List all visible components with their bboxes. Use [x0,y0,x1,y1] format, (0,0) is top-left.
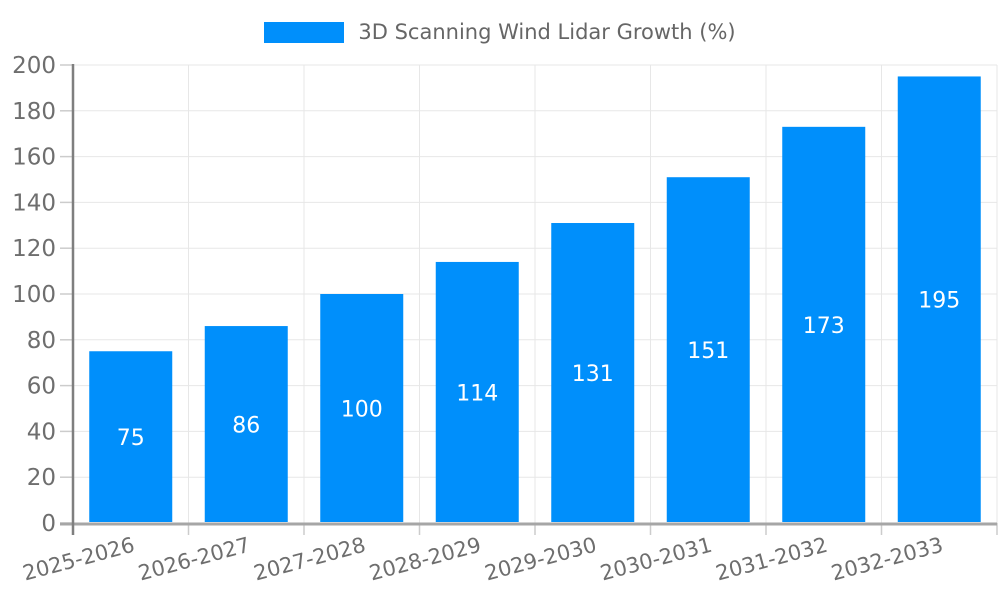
x-tick-label: 2032-2033 [829,533,946,586]
bar-value-label: 195 [918,289,960,314]
bar-2029-2030[interactable] [551,223,635,522]
x-tick-label: 2026-2027 [136,533,253,586]
x-tick-label: 2025-2026 [20,533,137,586]
x-tick-label: 2027-2028 [251,533,368,586]
y-tick-label: 140 [12,190,56,216]
bar-value-label: 114 [456,381,498,406]
bar-value-label: 75 [117,426,145,451]
bar-2026-2027[interactable] [204,326,288,522]
legend-swatch [264,21,345,43]
bar-2031-2032[interactable] [782,126,866,522]
bar-2032-2033[interactable] [897,76,981,522]
bar-value-label: 151 [687,339,729,364]
x-tick-label: 2029-2030 [482,533,599,586]
bar-value-label: 173 [803,314,845,339]
bar-2025-2026[interactable] [89,351,173,522]
y-tick-label: 200 [12,53,56,79]
y-tick-label: 20 [27,465,56,491]
bar-2028-2029[interactable] [435,261,519,522]
y-tick-label: 160 [12,145,56,171]
bar-2027-2028[interactable] [320,294,404,522]
y-tick-label: 60 [27,374,56,400]
x-tick-label: 2028-2029 [367,533,484,586]
bar-value-label: 100 [341,398,383,423]
bar-2030-2031[interactable] [666,177,750,522]
y-tick-label: 0 [41,511,56,537]
legend-label: 3D Scanning Wind Lidar Growth (%) [358,20,736,44]
bar-value-label: 131 [572,362,614,387]
y-tick-label: 80 [27,328,56,354]
y-tick-label: 180 [12,99,56,125]
y-tick-label: 100 [12,282,56,308]
legend[interactable]: 3D Scanning Wind Lidar Growth (%) [0,20,1000,44]
y-tick-label: 120 [12,236,56,262]
x-tick-label: 2031-2032 [713,533,830,586]
x-tick-label: 2030-2031 [598,533,715,586]
bar-value-label: 86 [232,414,260,439]
y-tick-label: 40 [27,419,56,445]
